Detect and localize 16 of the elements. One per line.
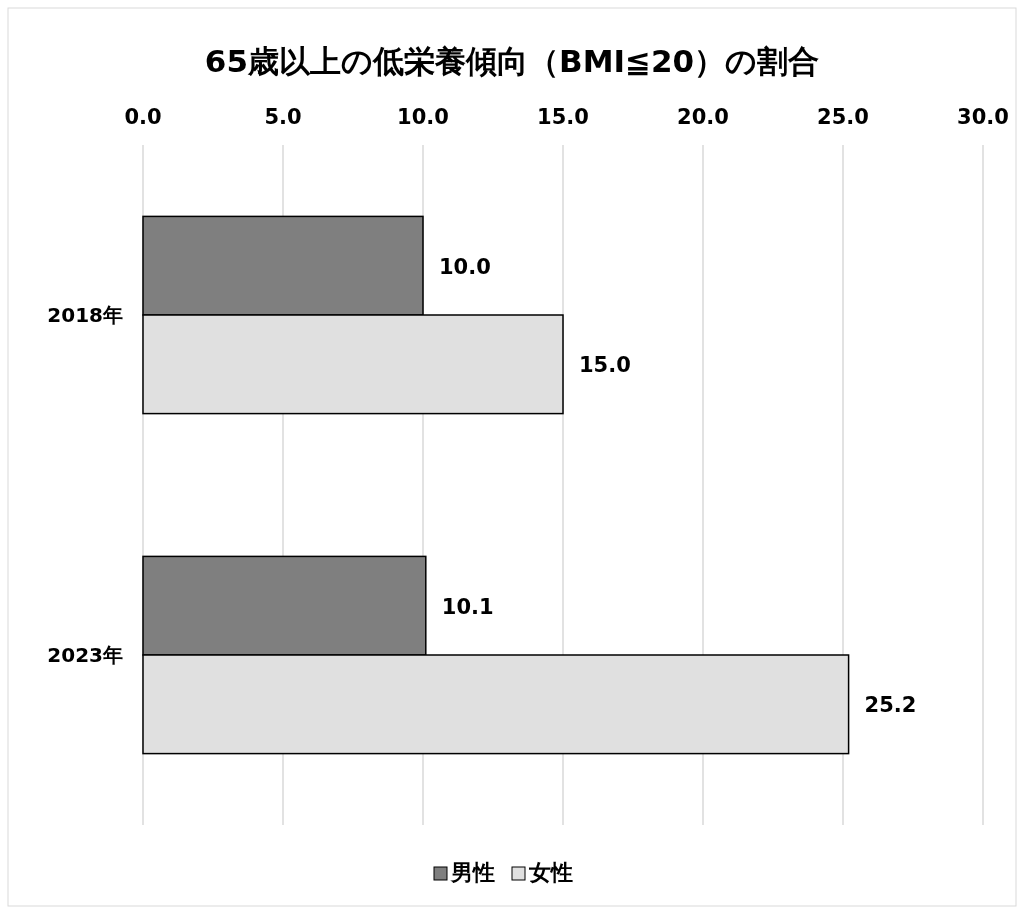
y-tick-label: 2018年 bbox=[47, 303, 123, 327]
x-tick-label: 25.0 bbox=[817, 105, 869, 129]
x-tick-label: 0.0 bbox=[124, 105, 162, 129]
legend-label: 男性 bbox=[450, 860, 495, 885]
data-label: 10.0 bbox=[439, 254, 491, 279]
data-label: 25.2 bbox=[864, 693, 917, 718]
data-label: 15.0 bbox=[579, 353, 631, 378]
legend-label: 女性 bbox=[528, 860, 573, 885]
chart-title: 65歳以上の低栄養傾向（BMI≦20）の割合 bbox=[204, 43, 820, 79]
y-tick-label: 2023年 bbox=[47, 643, 123, 667]
x-tick-label: 10.0 bbox=[397, 105, 449, 129]
x-tick-label: 30.0 bbox=[957, 105, 1009, 129]
data-label: 10.1 bbox=[441, 594, 494, 619]
x-tick-label: 5.0 bbox=[264, 105, 302, 129]
x-tick-label: 15.0 bbox=[537, 105, 589, 129]
x-tick-label: 20.0 bbox=[677, 105, 729, 129]
